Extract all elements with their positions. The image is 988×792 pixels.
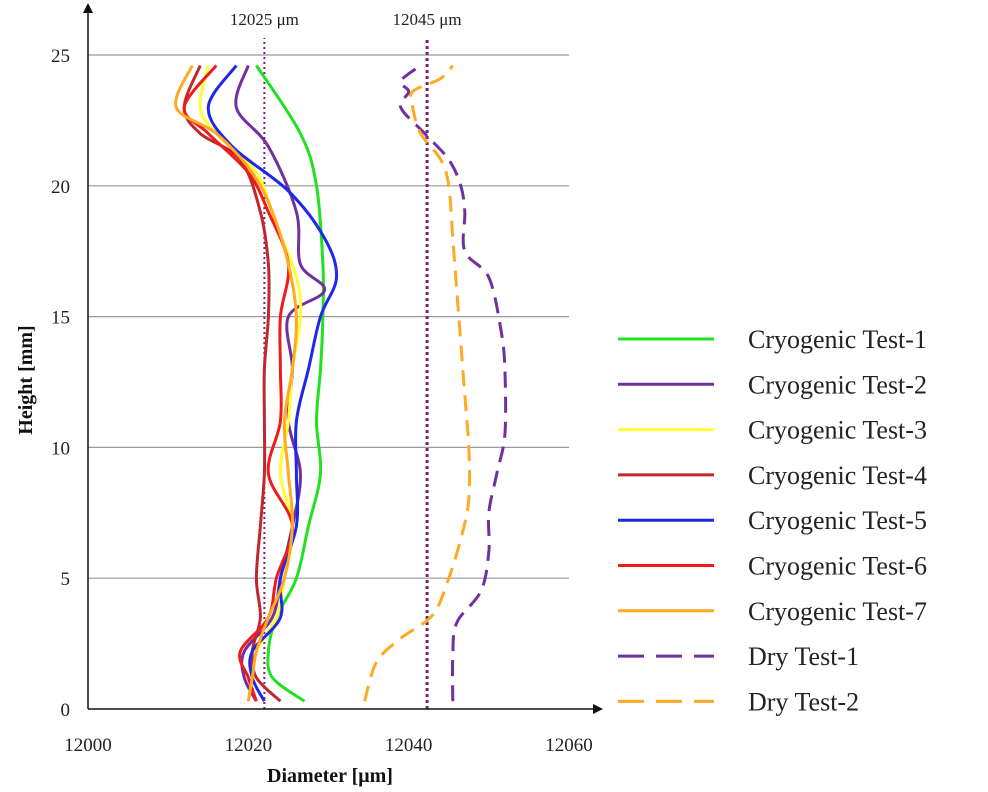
series-line-6 <box>182 64 294 702</box>
legend-label-1: Cryogenic Test-1 <box>748 325 927 354</box>
series-line-1 <box>255 64 325 703</box>
y-tick-label-5: 5 <box>61 569 71 590</box>
axes <box>83 3 603 714</box>
x-tick-label-12040: 12040 <box>385 735 433 756</box>
legend-label-6: Cryogenic Test-6 <box>748 552 927 581</box>
series-line-8 <box>398 64 508 702</box>
x-tick-label-12060: 12060 <box>545 735 593 756</box>
series-line-7 <box>174 64 299 702</box>
legend-label-9: Dry Test-2 <box>748 687 859 716</box>
legend-label-7: Cryogenic Test-7 <box>748 597 927 626</box>
y-tick-label-20: 20 <box>51 177 70 198</box>
legend-label-8: Dry Test-1 <box>748 642 859 671</box>
tick-labels: 12000 12020 12040 12060 0 5 10 15 20 25 <box>51 46 593 756</box>
legend-label-3: Cryogenic Test-3 <box>748 416 927 445</box>
legend: Cryogenic Test-1 Cryogenic Test-2 Cryogeni… <box>618 325 927 716</box>
series-line-4 <box>182 64 282 703</box>
x-tick-label-12020: 12020 <box>225 735 273 756</box>
x-tick-label-12000: 12000 <box>64 735 112 756</box>
grid-lines <box>88 54 569 579</box>
legend-label-4: Cryogenic Test-4 <box>748 461 927 490</box>
y-axis-title: Height [mm] <box>15 325 37 434</box>
y-tick-label-25: 25 <box>51 46 70 67</box>
y-tick-label-0: 0 <box>61 700 71 721</box>
legend-label-5: Cryogenic Test-5 <box>748 506 927 535</box>
series-layer <box>174 64 508 703</box>
reference-line-label-2: 12045 μm <box>393 10 462 29</box>
reference-line-label-1: 12025 μm <box>230 10 299 29</box>
series-line-9 <box>363 64 472 702</box>
series-line-5 <box>206 64 339 702</box>
y-tick-label-10: 10 <box>51 438 70 459</box>
y-tick-label-15: 15 <box>51 308 70 329</box>
x-axis-title: Diameter [μm] <box>267 765 393 787</box>
legend-label-2: Cryogenic Test-2 <box>748 370 927 399</box>
